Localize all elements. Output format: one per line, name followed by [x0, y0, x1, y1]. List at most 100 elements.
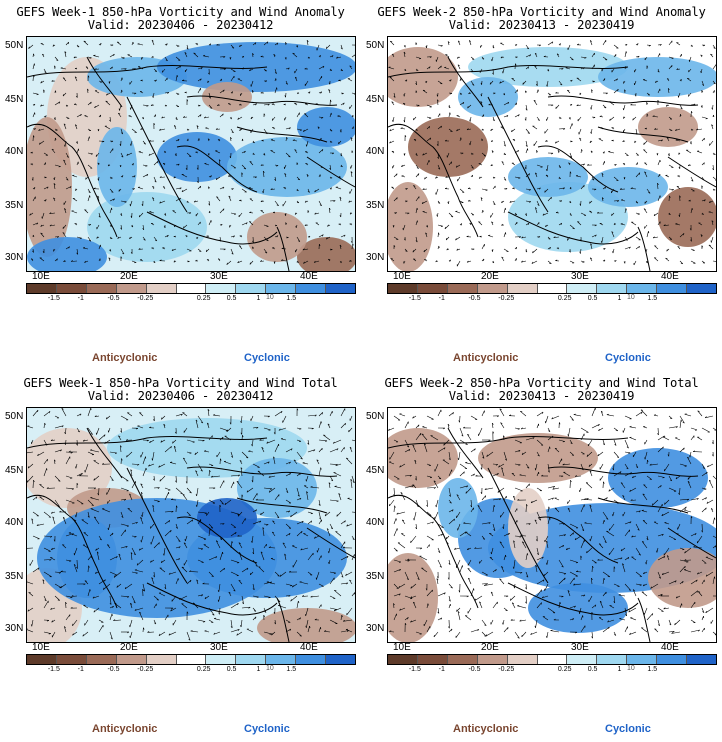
colorbar-swatch	[657, 655, 688, 664]
latitude-label: 35N	[366, 200, 385, 211]
longitude-label: 40E	[300, 642, 318, 653]
colorbar-tick-label: 1	[256, 666, 261, 673]
coastline	[388, 436, 629, 449]
colorbar	[387, 283, 717, 294]
latitude-label: 45N	[366, 94, 385, 105]
panel-week2-anomaly: GEFS Week-2 850-hPa Vorticity and Wind A…	[361, 0, 722, 371]
colorbar-tick-label: 0.25	[557, 666, 572, 673]
colorbar-swatch	[296, 284, 327, 293]
colorbar-tick-label: -1.5	[408, 666, 421, 673]
vorticity-region	[157, 132, 237, 182]
vorticity-region	[608, 448, 708, 508]
longitude-label: 20E	[120, 642, 138, 653]
longitude-label: 10E	[393, 642, 411, 653]
colorbar	[26, 283, 356, 294]
coastline	[667, 156, 716, 188]
panel-title: GEFS Week-1 850-hPa Vorticity and Wind A…	[16, 5, 345, 19]
latitude-label: 40N	[5, 517, 24, 528]
coastline	[637, 597, 651, 642]
colorbar-swatch	[27, 284, 57, 293]
coastline	[507, 582, 639, 616]
panel-week2-total: GEFS Week-2 850-hPa Vorticity and Wind T…	[361, 371, 722, 742]
colorbar-swatch	[477, 284, 508, 293]
coastline	[306, 527, 355, 559]
vorticity-region	[297, 107, 355, 147]
panel-subtitle: Valid: 20230406 - 20230412	[87, 18, 274, 32]
vorticity-region	[97, 127, 137, 207]
anticyclonic-label: Anticyclonic	[453, 352, 519, 364]
wind-vectors	[388, 39, 716, 267]
colorbar-swatch	[657, 284, 688, 293]
colorbar-tick-label: 1	[617, 295, 622, 302]
latitude-label: 35N	[5, 571, 24, 582]
latitude-label: 40N	[366, 146, 385, 157]
colorbar-tick-label: 0.5	[587, 295, 598, 302]
coastline	[388, 495, 479, 609]
vorticity-region	[388, 182, 433, 271]
longitude-label: 40E	[661, 271, 679, 282]
latitude-label: 50N	[366, 411, 385, 422]
colorbar-swatch	[266, 284, 297, 293]
vorticity-region	[508, 488, 548, 568]
coastline	[86, 427, 123, 479]
vorticity-region	[87, 192, 207, 262]
anticyclonic-label: Anticyclonic	[92, 352, 158, 364]
cyclonic-label: Cyclonic	[244, 723, 290, 735]
colorbar-swatch	[447, 284, 478, 293]
vorticity-region	[468, 47, 628, 87]
longitude-label: 10E	[32, 271, 50, 282]
colorbar-swatch	[27, 655, 57, 664]
colorbar-tick-label: 1	[617, 666, 622, 673]
wind-vectors	[28, 39, 355, 265]
panel-title: GEFS Week-2 850-hPa Vorticity and Wind A…	[377, 5, 706, 19]
colorbar-swatch	[116, 284, 147, 293]
colorbar-swatch	[417, 655, 448, 664]
colorbar-swatch	[266, 655, 297, 664]
colorbar-tick-label: -1	[438, 666, 445, 673]
latitude-label: 45N	[5, 465, 24, 476]
coastline	[597, 497, 689, 514]
colorbar-tick-label: -1.5	[408, 295, 421, 302]
vorticity-region	[588, 167, 668, 207]
vorticity-region	[57, 518, 117, 598]
cyclonic-label: Cyclonic	[605, 723, 651, 735]
colorbar-scale-label: 10	[266, 665, 274, 672]
coastline	[547, 466, 699, 477]
longitude-label: 20E	[120, 271, 138, 282]
coastline	[146, 211, 278, 245]
colorbar-tick-label: -1.5	[47, 295, 60, 302]
coastline	[667, 527, 716, 559]
colorbar-swatch	[326, 284, 355, 293]
panel-subtitle: Valid: 20230406 - 20230412	[87, 389, 274, 403]
coastline	[276, 226, 290, 271]
colorbar-swatch	[687, 284, 716, 293]
colorbar-swatch	[56, 284, 87, 293]
colorbar-tick-label: 0.5	[226, 295, 237, 302]
coastline	[388, 65, 629, 78]
latitude-label: 30N	[5, 623, 24, 634]
colorbar-tick-label: -1	[77, 666, 84, 673]
vorticity-region	[227, 137, 347, 197]
colorbar-swatch	[146, 284, 177, 293]
panel-subtitle: Valid: 20230413 - 20230419	[448, 389, 635, 403]
vorticity-region	[438, 478, 478, 538]
coastline	[597, 126, 689, 143]
colorbar-swatch	[537, 284, 568, 293]
coastline	[236, 497, 328, 514]
vorticity-region	[257, 608, 355, 642]
vorticity-region	[478, 433, 598, 483]
coastline	[487, 467, 549, 584]
coastline	[126, 467, 188, 584]
colorbar-tick-label: 1.5	[286, 295, 297, 302]
colorbar-tick-label: 0.25	[196, 666, 211, 673]
colorbar-tick-label: -0.25	[498, 666, 515, 673]
colorbar-tick-label: 0.25	[557, 295, 572, 302]
panel-title: GEFS Week-2 850-hPa Vorticity and Wind T…	[384, 376, 699, 390]
panel-subtitle: Valid: 20230413 - 20230419	[448, 18, 635, 32]
colorbar-tick-label: -1	[77, 295, 84, 302]
panel-week1-anomaly: GEFS Week-1 850-hPa Vorticity and Wind A…	[0, 0, 361, 371]
anticyclonic-label: Anticyclonic	[453, 723, 519, 735]
colorbar-swatch	[236, 284, 267, 293]
latitude-label: 45N	[366, 465, 385, 476]
vorticity-region	[408, 117, 488, 177]
